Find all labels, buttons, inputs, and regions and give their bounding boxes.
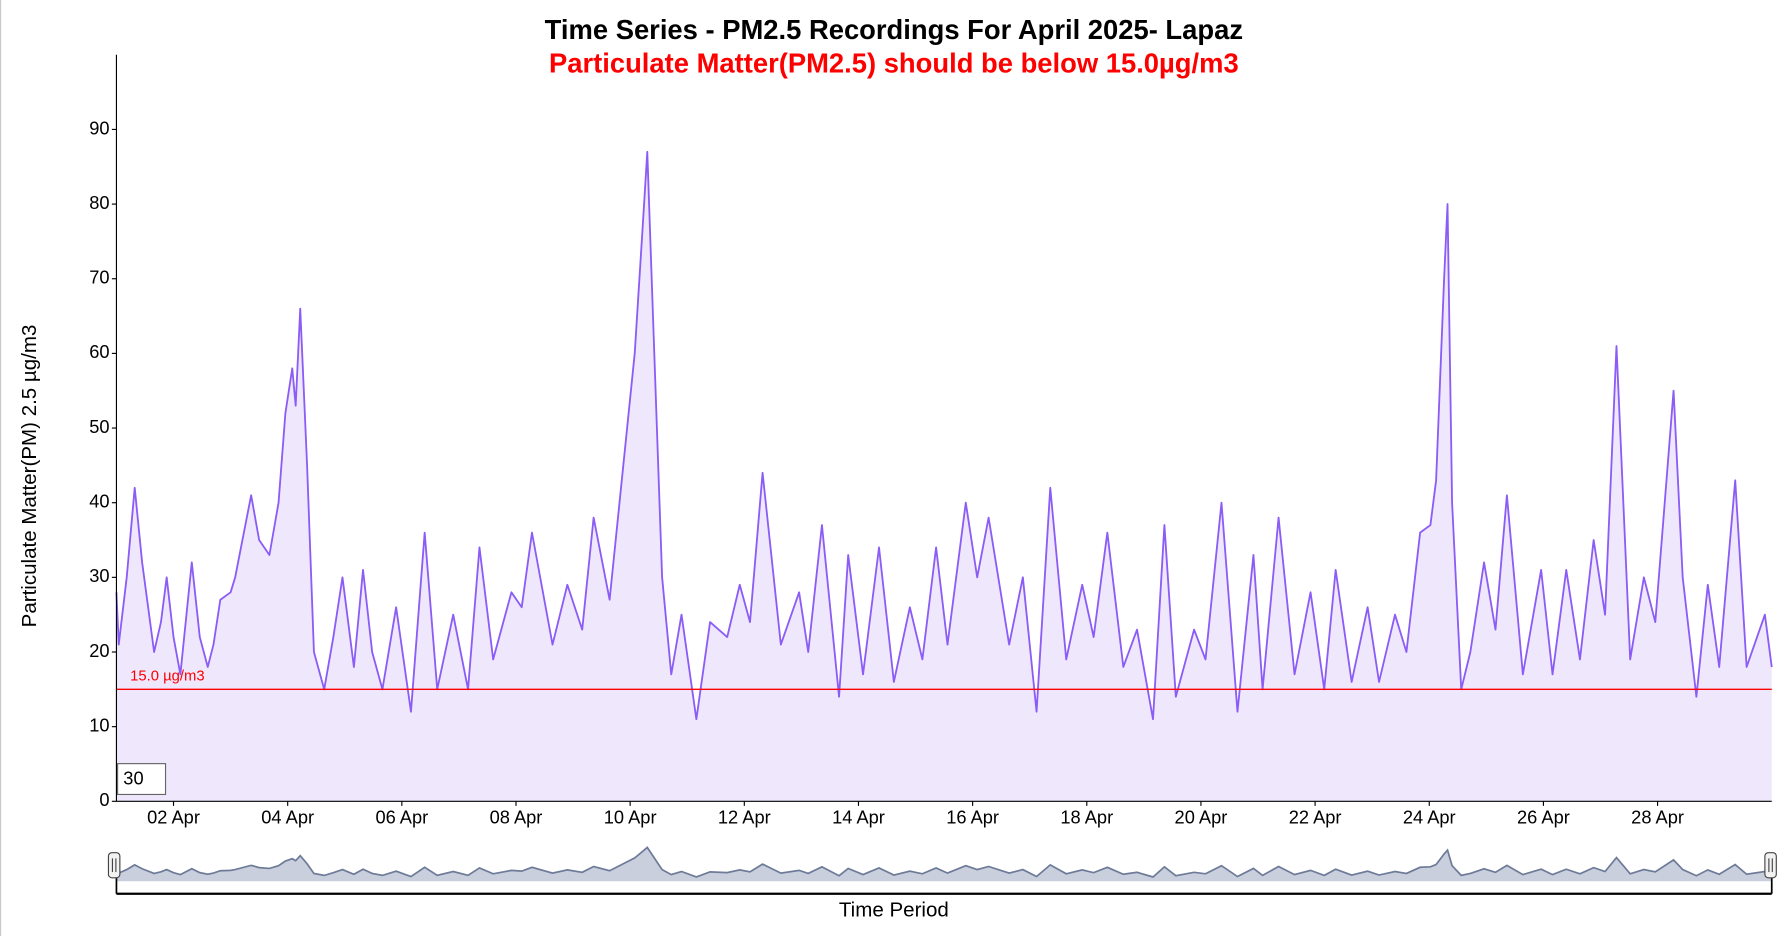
plot-area: 15.0 µg/m3 0 10 20 30 40 50 60 70 80 90 02 Apr 04 Ap… [89, 54, 1773, 827]
y-tick-label: 90 [89, 117, 109, 138]
chart-title: Time Series - PM2.5 Recordings For April… [545, 14, 1243, 45]
x-tick-label: 12 Apr [718, 806, 771, 827]
x-tick-label: 14 Apr [832, 806, 885, 827]
navigator[interactable] [107, 846, 1777, 895]
navigator-handle[interactable] [1764, 852, 1777, 879]
y-axis-label: Particulate Matter(PM) 2.5 µg/m3 [18, 325, 41, 628]
x-tick-label: 10 Apr [604, 806, 657, 827]
x-tick-label: 28 Apr [1631, 806, 1684, 827]
data-line [115, 150, 1773, 721]
chart-subtitle: Particulate Matter(PM2.5) should be belo… [549, 47, 1239, 78]
navigator-line [115, 846, 1773, 878]
y-tick-label: 0 [99, 789, 109, 810]
x-tick-label: 08 Apr [490, 806, 543, 827]
x-tick-label: 26 Apr [1517, 806, 1570, 827]
y-tick-label: 30 [89, 565, 109, 586]
x-tick-label: 18 Apr [1060, 806, 1113, 827]
area-fill [116, 151, 1772, 802]
x-tick-label: 22 Apr [1289, 806, 1342, 827]
x-axis-label: Time Period [839, 898, 949, 921]
x-tick-label: 02 Apr [147, 806, 200, 827]
x-tick-label: 20 Apr [1175, 806, 1228, 827]
y-tick-label: 10 [89, 714, 109, 735]
x-tick-label: 06 Apr [375, 806, 428, 827]
navigator-handle[interactable] [107, 852, 121, 879]
y-tick-label: 20 [89, 640, 109, 661]
navigator-area [116, 847, 1772, 882]
zoom-input[interactable] [117, 763, 167, 796]
y-tick-label: 80 [89, 192, 109, 213]
y-tick-label: 40 [89, 491, 109, 512]
x-tick-label: 04 Apr [261, 806, 314, 827]
threshold-label: 15.0 µg/m3 [130, 669, 205, 685]
y-tick-label: 60 [89, 341, 109, 362]
x-tick-label: 24 Apr [1403, 806, 1456, 827]
y-tick-label: 70 [89, 267, 109, 288]
x-tick-label: 16 Apr [946, 806, 999, 827]
y-tick-label: 50 [89, 416, 109, 437]
zoom-input-value: 30 [123, 767, 143, 788]
